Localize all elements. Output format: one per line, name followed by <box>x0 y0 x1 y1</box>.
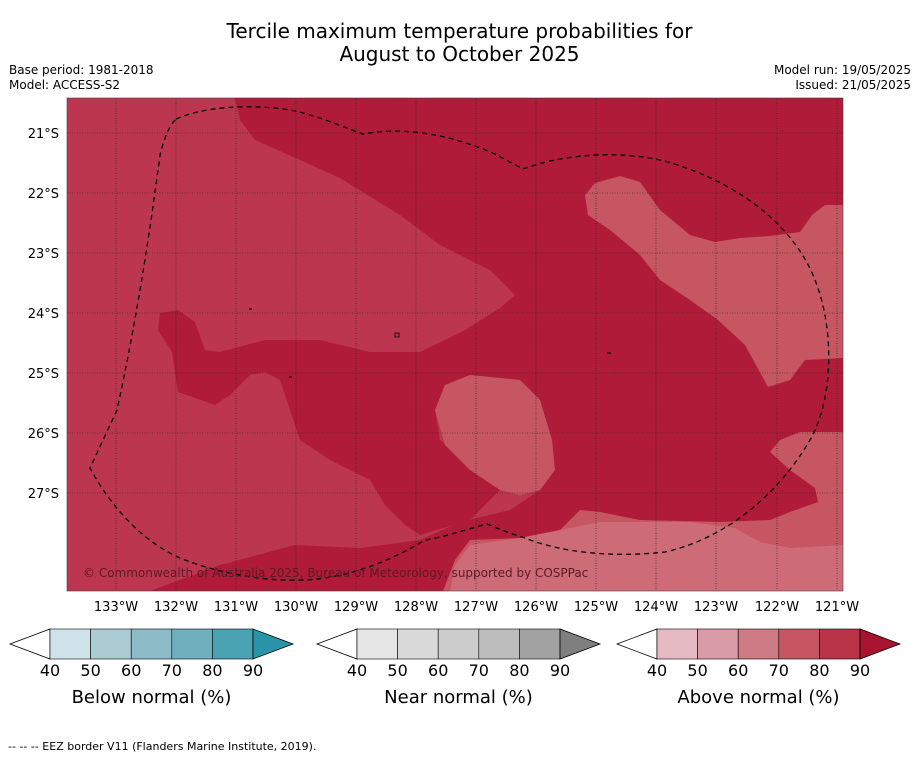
lat-tick-label: 24°S <box>28 307 59 322</box>
reef-mark <box>394 332 400 338</box>
legend-swatch <box>171 628 213 660</box>
meta-left: Base period: 1981-2018 Model: ACCESS-S2 <box>9 63 154 93</box>
legend-swatch <box>778 628 820 660</box>
legend-colorbar: 40 50 60 70 80 90 Above normal (%) <box>615 628 902 708</box>
legend-swatch <box>49 628 91 660</box>
legend-colorbar: 40 50 60 70 80 90 Near normal (%) <box>315 628 602 708</box>
meta-right: Model run: 19/05/2025 Issued: 21/05/2025 <box>774 63 911 93</box>
legends: 40 50 60 70 80 90 Below normal (%) 40 50 60 70 80 90… <box>8 628 902 708</box>
map-frame <box>66 97 844 592</box>
legend-tick-label: 60 <box>428 661 448 680</box>
chart-title-line2: August to October 2025 <box>339 42 580 66</box>
issued-date: Issued: 21/05/2025 <box>795 78 911 92</box>
legend-tick-label: 80 <box>809 661 829 680</box>
grid-lines <box>67 98 843 591</box>
legend-tick-label: 40 <box>347 661 367 680</box>
lon-tick-label: 126°W <box>514 600 558 615</box>
lon-axis: 133°W 132°W 131°W 130°W 129°W 128°W 127°W 126°W… <box>94 600 859 615</box>
region-above-90-patch <box>560 315 627 372</box>
lat-tick-label: 21°S <box>28 127 59 142</box>
chart-title: Tercile maximum temperature probabilitie… <box>0 20 919 66</box>
base-period: Base period: 1981-2018 <box>9 63 154 77</box>
legend-tick-label: 50 <box>687 661 707 680</box>
legend-swatch <box>519 628 561 660</box>
legend-max-arrow <box>859 628 902 660</box>
legend-tick-label: 80 <box>202 661 222 680</box>
chart-title-line1: Tercile maximum temperature probabilitie… <box>226 19 693 43</box>
region-above-50 <box>450 522 843 591</box>
lat-tick-label: 26°S <box>28 427 59 442</box>
legend-min-arrow <box>615 628 658 660</box>
lon-tick-label: 124°W <box>634 600 678 615</box>
lon-tick-label: 132°W <box>154 600 198 615</box>
region-above-60-inner <box>435 375 555 495</box>
legend-label: Below normal (%) <box>72 687 232 708</box>
lon-tick-label: 122°W <box>755 600 799 615</box>
region-above-60 <box>443 176 843 591</box>
legend-tick-label: 50 <box>387 661 407 680</box>
legend-swatch <box>90 628 132 660</box>
legend-tick-label: 70 <box>769 661 789 680</box>
legend-swatch <box>356 628 398 660</box>
legend-swatch <box>478 628 520 660</box>
lon-tick-label: 131°W <box>214 600 258 615</box>
lon-tick-label: 127°W <box>454 600 498 615</box>
copyright-text: © Commonwealth of Australia 2025, Bureau… <box>83 566 588 580</box>
legend-max-arrow <box>252 628 295 660</box>
lon-tick-label: 128°W <box>394 600 438 615</box>
lat-axis: 21°S 22°S 23°S 24°S 25°S 26°S 27°S <box>28 127 59 502</box>
legend-swatch <box>130 628 173 660</box>
legend-min-arrow <box>315 628 358 660</box>
legend-swatch <box>737 628 780 660</box>
legend-tick-label: 90 <box>850 661 870 680</box>
legend-colorbar: 40 50 60 70 80 90 Below normal (%) <box>8 628 295 708</box>
legend-label: Above normal (%) <box>677 687 839 708</box>
lon-tick-label: 121°W <box>815 600 859 615</box>
legend-swatch <box>819 628 861 660</box>
legend-tick-label: 80 <box>509 661 529 680</box>
lat-tick-label: 23°S <box>28 247 59 262</box>
legend-tick-label: 70 <box>162 661 182 680</box>
legend-swatch <box>437 628 480 660</box>
legend-tick-label: 50 <box>80 661 100 680</box>
lon-tick-label: 123°W <box>694 600 738 615</box>
legend-tick-label: 60 <box>121 661 141 680</box>
eez-border <box>89 106 830 581</box>
legend-max-arrow <box>559 628 602 660</box>
legend-tick-label: 60 <box>728 661 748 680</box>
lon-tick-label: 133°W <box>94 600 138 615</box>
legend-tick-label: 90 <box>243 661 263 680</box>
legend-swatch <box>697 628 739 660</box>
lat-tick-label: 27°S <box>28 487 59 502</box>
lon-tick-label: 130°W <box>274 600 318 615</box>
lat-tick-label: 22°S <box>28 187 59 202</box>
model-run: Model run: 19/05/2025 <box>773 63 911 77</box>
legend-tick-label: 70 <box>469 661 489 680</box>
legend-swatch <box>397 628 439 660</box>
legend-min-arrow <box>8 628 51 660</box>
lon-tick-label: 129°W <box>334 600 378 615</box>
legend-tick-label: 40 <box>647 661 667 680</box>
legend-tick-label: 90 <box>550 661 570 680</box>
legend-tick-label: 40 <box>40 661 60 680</box>
lat-tick-label: 25°S <box>28 367 59 382</box>
legend-swatch <box>212 628 254 660</box>
footnote: -- -- -- EEZ border V11 (Flanders Marine… <box>8 740 317 753</box>
legend-swatch <box>656 628 698 660</box>
map <box>67 98 843 591</box>
model-name: Model: ACCESS-S2 <box>9 78 121 92</box>
lon-tick-label: 125°W <box>574 600 618 615</box>
legend-label: Near normal (%) <box>384 687 533 708</box>
